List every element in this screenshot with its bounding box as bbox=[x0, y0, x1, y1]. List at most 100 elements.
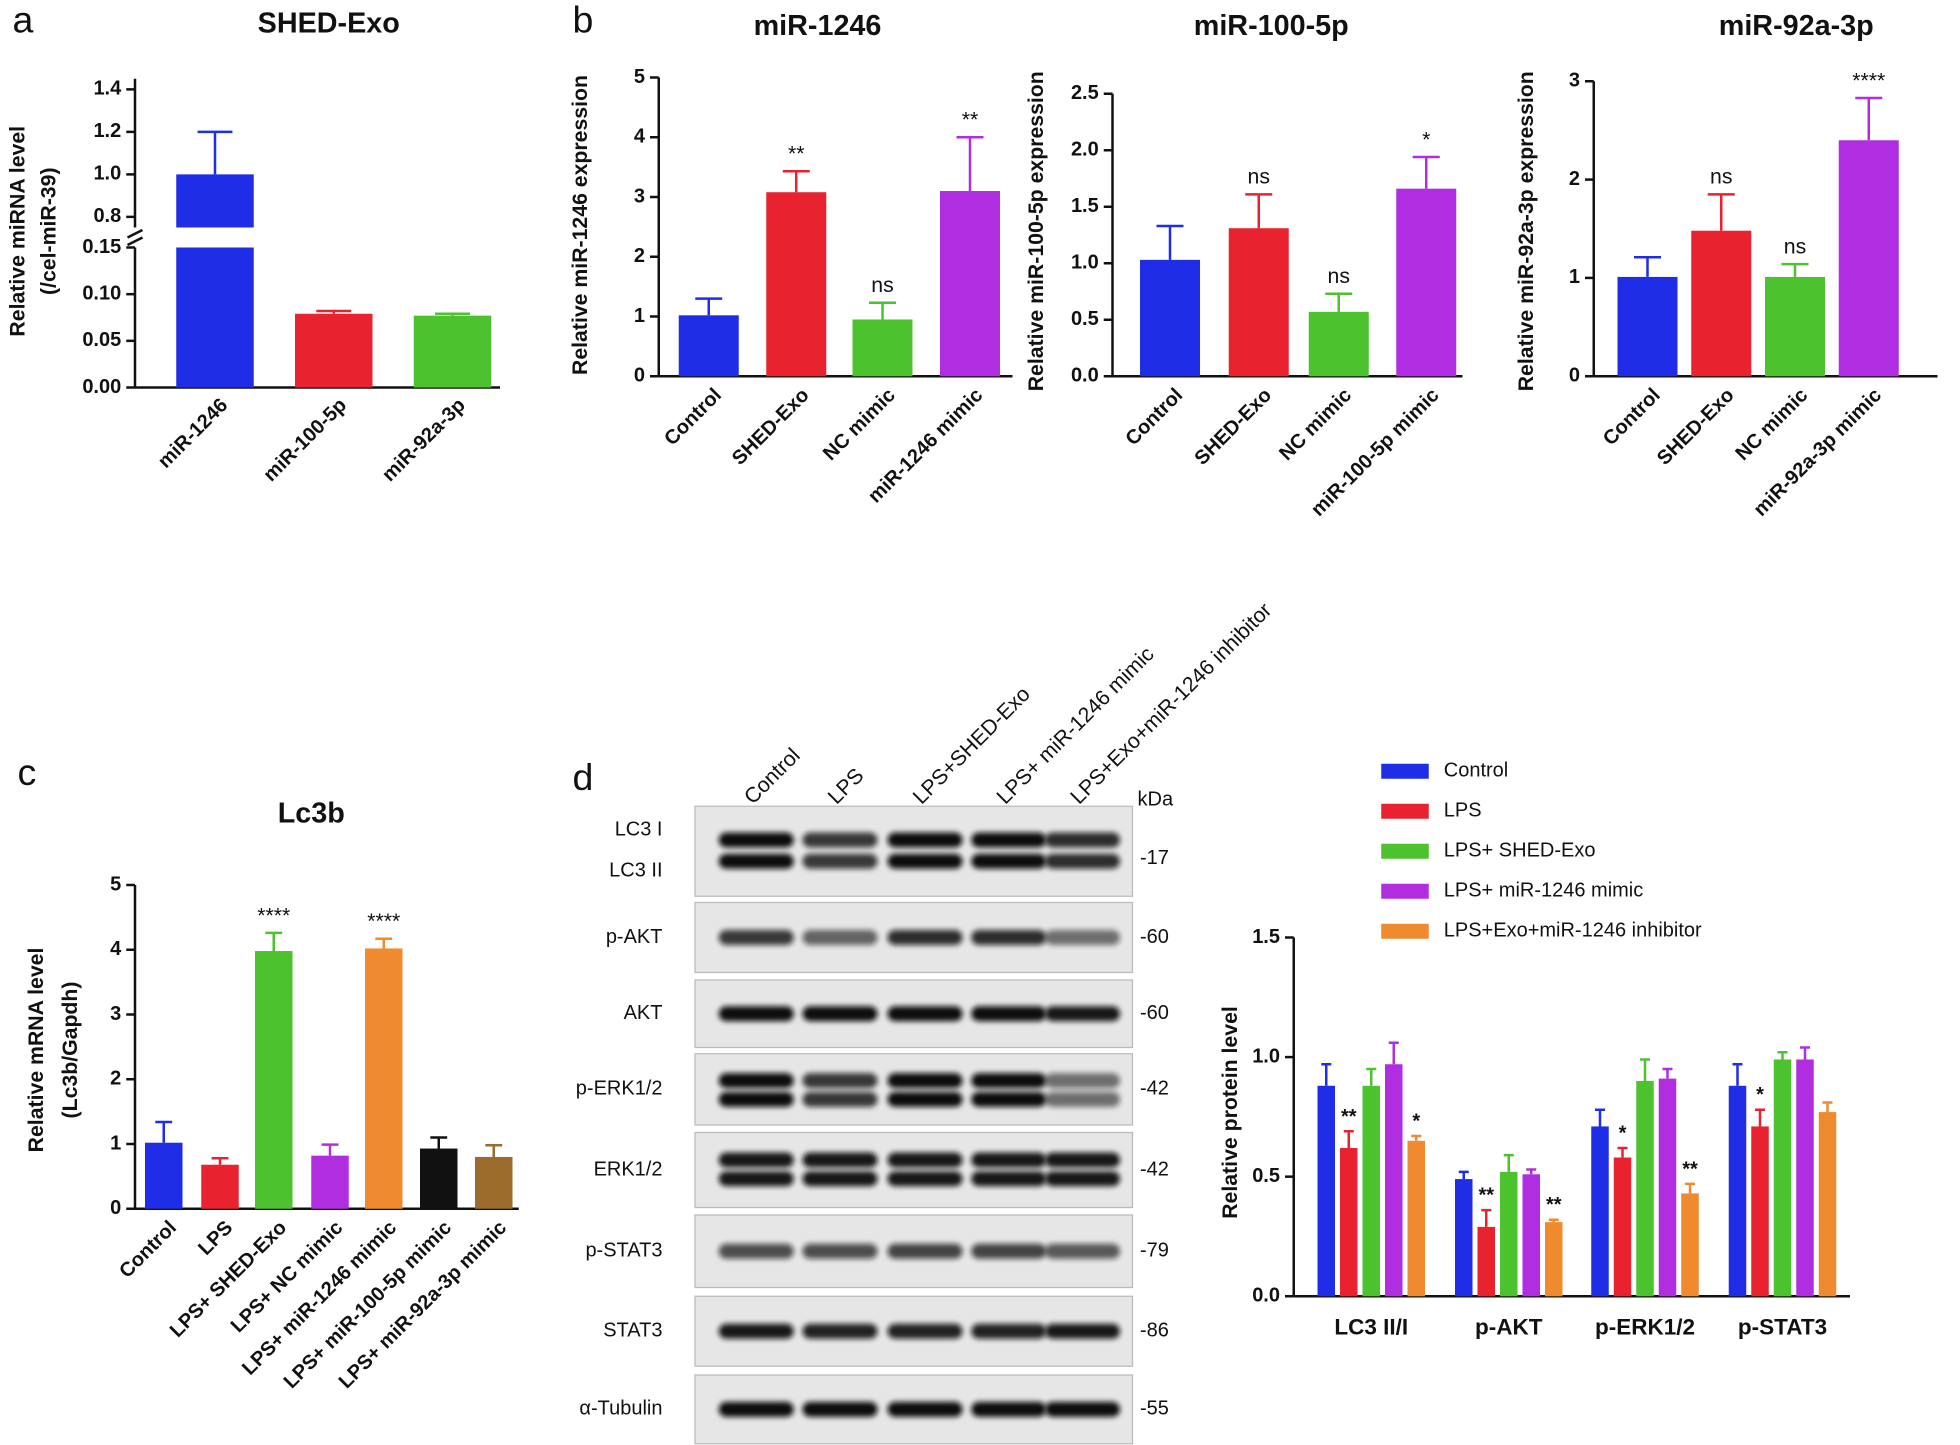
blot-band bbox=[887, 930, 963, 945]
blot-band bbox=[718, 930, 794, 945]
bar bbox=[1838, 140, 1899, 377]
annotation: **** bbox=[257, 903, 290, 927]
annotation: ** bbox=[1478, 1185, 1494, 1207]
error-bar bbox=[956, 136, 984, 192]
error-bar bbox=[1325, 292, 1353, 312]
blot-band bbox=[718, 1006, 794, 1022]
legend-label: LPS+Exo+miR-1246 inhibitor bbox=[1444, 920, 1702, 942]
legend-label: Control bbox=[1444, 760, 1508, 782]
blot-band bbox=[971, 1171, 1047, 1187]
bar bbox=[1308, 311, 1369, 377]
annotation: **** bbox=[367, 909, 400, 933]
bar bbox=[1617, 276, 1678, 377]
bar bbox=[1522, 1174, 1540, 1297]
blot-band bbox=[1045, 1401, 1120, 1417]
blot-band bbox=[971, 1091, 1047, 1107]
kda-label: -17 bbox=[1140, 847, 1169, 869]
row-label: p-ERK1/2 bbox=[576, 1078, 663, 1100]
error-bar bbox=[155, 1120, 173, 1143]
error-bar bbox=[1481, 1208, 1492, 1227]
error-bar bbox=[1640, 1058, 1650, 1081]
blot-band bbox=[718, 1171, 794, 1187]
y-tick-label: 3 bbox=[634, 185, 645, 207]
bar bbox=[365, 948, 403, 1209]
y-tick-label: 2 bbox=[1569, 168, 1580, 190]
error-bar bbox=[695, 297, 723, 316]
blot-band bbox=[887, 1152, 963, 1168]
row-label: AKT bbox=[624, 1002, 663, 1024]
blot-panel bbox=[694, 1131, 1134, 1209]
error-bar bbox=[1617, 1146, 1628, 1158]
blot-band bbox=[1045, 1073, 1120, 1089]
row-label: LC3 II bbox=[609, 860, 662, 882]
blot-band bbox=[718, 853, 794, 869]
annotation: * bbox=[1756, 1084, 1764, 1106]
error-bar bbox=[1685, 1182, 1695, 1194]
blot-band bbox=[971, 853, 1047, 869]
x-tick-label: miR-100-5p bbox=[259, 394, 351, 486]
blot-band bbox=[971, 1323, 1047, 1339]
bar bbox=[852, 319, 913, 377]
row-label: LC3 I bbox=[615, 818, 663, 840]
y-tick-label: 0.0 bbox=[1071, 365, 1099, 387]
bar bbox=[255, 951, 293, 1209]
y-tick-label: 0.10 bbox=[82, 282, 121, 304]
y-tick-label: 4 bbox=[110, 938, 122, 960]
blot-band bbox=[802, 853, 878, 869]
lane-label: Control bbox=[739, 743, 804, 808]
legend-swatch bbox=[1381, 923, 1429, 939]
bar bbox=[1691, 230, 1752, 377]
bar bbox=[1818, 1112, 1837, 1297]
y-tick-label: 1.0 bbox=[1071, 252, 1099, 274]
y-tick-label: 2 bbox=[110, 1068, 121, 1090]
bar bbox=[1140, 259, 1200, 377]
annotation: ns bbox=[1328, 264, 1350, 288]
x-tick-label: miR-92a-3p bbox=[378, 394, 470, 486]
error-bar bbox=[1855, 96, 1883, 141]
error-bar bbox=[1662, 1067, 1673, 1079]
y-tick-label: 0.15 bbox=[82, 236, 121, 258]
bar bbox=[1658, 1078, 1677, 1297]
blot-band bbox=[1045, 1243, 1120, 1259]
error-bar bbox=[1412, 155, 1440, 189]
x-tick-label: Control bbox=[1599, 384, 1665, 450]
y-tick-label: 0 bbox=[1569, 365, 1580, 387]
bar bbox=[1636, 1081, 1654, 1297]
bar bbox=[1751, 1126, 1769, 1297]
blot-panel bbox=[694, 805, 1134, 897]
blot-band bbox=[718, 1073, 794, 1089]
blot-band bbox=[802, 1073, 878, 1089]
blot-band bbox=[802, 1006, 878, 1022]
blot-band bbox=[887, 1073, 963, 1089]
kda-label: -79 bbox=[1140, 1240, 1169, 1262]
row-label: ERK1/2 bbox=[594, 1158, 663, 1180]
error-bar bbox=[1781, 262, 1809, 277]
x-tick-label: SHED-Exo bbox=[728, 384, 813, 469]
chart-title: Lc3b bbox=[278, 798, 345, 830]
blot-band bbox=[971, 1243, 1047, 1259]
blot-band bbox=[802, 1171, 878, 1187]
annotation: ns bbox=[1248, 165, 1270, 189]
error-bar bbox=[1732, 1063, 1743, 1086]
bar bbox=[940, 191, 1000, 377]
bar bbox=[1396, 188, 1457, 377]
y-tick-label: 1.5 bbox=[1071, 195, 1099, 217]
x-tick-label: SHED-Exo bbox=[1191, 384, 1276, 469]
y-tick-label: 1.2 bbox=[93, 120, 121, 142]
error-bar bbox=[321, 1143, 339, 1156]
annotation: ** bbox=[788, 142, 805, 166]
legend-label: LPS bbox=[1444, 800, 1482, 822]
bar bbox=[1773, 1059, 1792, 1297]
bar bbox=[1228, 228, 1289, 377]
annotation: * bbox=[1619, 1122, 1627, 1144]
y-tick-label: 5 bbox=[634, 66, 645, 88]
y-tick-label: 1.4 bbox=[93, 78, 122, 100]
bar bbox=[413, 315, 492, 388]
kda-label: -42 bbox=[1140, 1078, 1169, 1100]
blot-band bbox=[887, 1243, 963, 1259]
y-tick-label: 2.0 bbox=[1071, 139, 1099, 161]
blot-band bbox=[1045, 1152, 1120, 1168]
kda-label: -42 bbox=[1140, 1158, 1169, 1180]
bar bbox=[1765, 276, 1825, 377]
blot-band bbox=[802, 930, 878, 945]
